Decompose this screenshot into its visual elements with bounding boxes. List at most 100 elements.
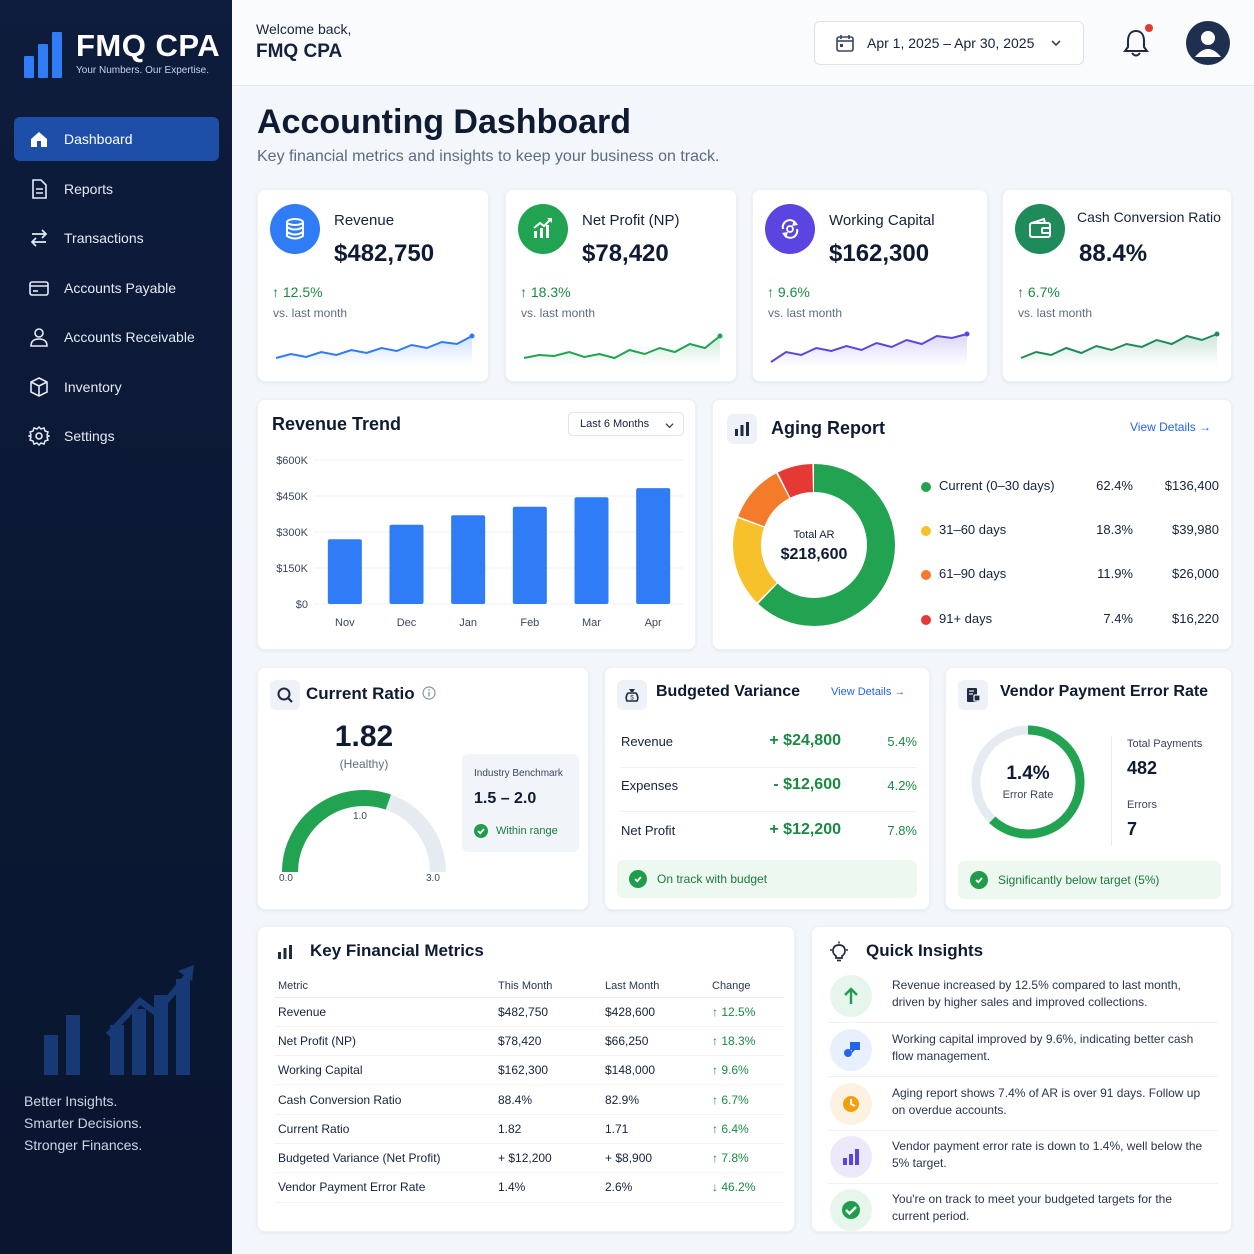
- sidebar-item-reports[interactable]: Reports: [14, 167, 219, 211]
- aging-bucket-amount: $26,000: [1172, 566, 1219, 581]
- metric-name-cell: Cash Conversion Ratio: [274, 1084, 494, 1115]
- notification-badge: [1145, 24, 1153, 32]
- kpi-comparison-label: vs. last month: [273, 306, 348, 320]
- kpi-comparison-label: vs. last month: [521, 306, 596, 320]
- aging-bucket-amount: $39,980: [1172, 522, 1219, 537]
- page-title: Accounting Dashboard: [257, 103, 632, 141]
- calendar-icon: [836, 35, 854, 52]
- brand[interactable]: FMQ CPA Your Numbers. Our Expertise.: [24, 28, 220, 78]
- value-cell: 2.6%: [601, 1172, 708, 1203]
- current-ratio-gauge: [282, 790, 446, 873]
- budget-row: Revenue + $24,800 5.4%: [621, 724, 917, 768]
- column-header: Change: [708, 975, 784, 998]
- date-range-picker[interactable]: Apr 1, 2025 – Apr 30, 2025: [814, 21, 1084, 65]
- insights-title: Quick Insights: [866, 941, 984, 960]
- aging-view-details-link[interactable]: View Details →: [1130, 420, 1211, 434]
- legend-dot: [921, 615, 931, 625]
- link-label: View Details: [1130, 420, 1196, 434]
- insight-text: Revenue increased by 12.5% compared to l…: [892, 978, 1181, 1009]
- bar[interactable]: [389, 524, 424, 604]
- check-icon: [629, 870, 647, 888]
- range-select[interactable]: Last 6 Months: [568, 412, 684, 436]
- bar[interactable]: [574, 497, 609, 604]
- donut-segment[interactable]: [733, 464, 895, 626]
- value-cell: $428,600: [601, 997, 708, 1027]
- user-avatar[interactable]: [1186, 21, 1230, 65]
- kpi-comparison-label: vs. last month: [1018, 306, 1093, 320]
- kpi-comparison-label: vs. last month: [768, 306, 843, 320]
- table-row: Vendor Payment Error Rate 1.4% 2.6% ↓ 46.2%: [274, 1172, 784, 1203]
- kpi-card-net-profit-np[interactable]: Net Profit (NP) $78,420 ↑ 18.3% vs. last mo…: [505, 189, 737, 382]
- kpi-change-value: 9.6%: [777, 284, 810, 300]
- x-tick-label: Mar: [582, 617, 601, 629]
- metrics-icon-box: [270, 937, 300, 967]
- search-chart-icon: [277, 687, 293, 703]
- aging-donut-chart: [733, 464, 895, 626]
- sidebar-item-label: Dashboard: [64, 131, 133, 147]
- value-cell: 82.9%: [601, 1084, 708, 1115]
- bar[interactable]: [636, 488, 671, 604]
- kpi-change-value: 18.3%: [530, 284, 571, 300]
- kpi-label: Revenue: [334, 212, 395, 229]
- sidebar-item-transactions[interactable]: Transactions: [14, 216, 219, 260]
- card-icon: [29, 280, 49, 296]
- kpi-card-working-capital[interactable]: Working Capital $162,300 ↑ 9.6% vs. last mo…: [752, 189, 988, 382]
- sidebar-item-dashboard[interactable]: Dashboard: [14, 117, 219, 161]
- change-cell: ↑ 7.8%: [708, 1143, 784, 1174]
- insight-text: Aging report shows 7.4% of AR is over 91…: [892, 1086, 1201, 1117]
- chevron-down-icon: [1051, 40, 1061, 47]
- gear-icon: [28, 425, 50, 447]
- arrow-up-icon: ↑: [767, 284, 778, 300]
- notification-bell-icon[interactable]: [1122, 28, 1150, 58]
- column-header: This Month: [494, 975, 601, 998]
- trend-up-icon: [533, 218, 552, 238]
- clock-icon: [843, 1096, 859, 1112]
- date-range-value: Apr 1, 2025 – Apr 30, 2025: [867, 35, 1035, 51]
- kpi-label: Working Capital: [829, 212, 935, 229]
- quote-line: Better Insights.: [24, 1093, 118, 1109]
- value-cell: $78,420: [494, 1026, 601, 1057]
- vendor-status-text: Significantly below target (5%): [998, 873, 1160, 887]
- x-tick-label: Feb: [520, 617, 539, 629]
- metric-name-cell: Vendor Payment Error Rate: [274, 1172, 494, 1203]
- kpi-card-cash-conversion-ratio[interactable]: Cash Conversion Ratio 88.4% ↑ 6.7% vs. last…: [1002, 189, 1232, 382]
- kpi-change: ↑ 6.7%: [1017, 284, 1060, 300]
- kpi-change: ↑ 18.3%: [520, 284, 571, 300]
- sidebar-item-inventory[interactable]: Inventory: [14, 365, 219, 409]
- aging-bucket-percent: 18.3%: [1096, 522, 1133, 537]
- aging-bucket-percent: 7.4%: [1103, 611, 1133, 626]
- y-tick-label: $150K: [276, 563, 308, 575]
- aging-bucket-label: 91+ days: [939, 611, 993, 626]
- insight-item: Working capital improved by 9.6%, indica…: [828, 1023, 1218, 1077]
- insight-icon-badge: [830, 1029, 872, 1071]
- y-tick-label: $600K: [276, 455, 308, 467]
- aging-row: Current (0–30 days) 62.4% $136,400: [921, 478, 1219, 496]
- bar[interactable]: [327, 539, 362, 604]
- check-icon: [474, 824, 488, 838]
- aging-bucket-label: Current (0–30 days): [939, 478, 1055, 493]
- brand-logo-icon: [24, 28, 66, 78]
- bar[interactable]: [512, 506, 547, 604]
- sidebar-item-settings[interactable]: Settings: [14, 414, 219, 458]
- aging-icon-box: [727, 414, 757, 444]
- donut-segment[interactable]: [733, 464, 895, 626]
- change-cell: ↑ 12.5%: [708, 997, 784, 1027]
- vendor-error-card: Vendor Payment Error Rate 1.4% Error Rat…: [945, 667, 1232, 910]
- benchmark-label: Industry Benchmark: [474, 768, 563, 779]
- sidebar: FMQ CPA Your Numbers. Our Expertise. Das…: [0, 0, 232, 1254]
- document-icon: [32, 178, 47, 199]
- x-tick-label: Jan: [459, 617, 477, 629]
- bar[interactable]: [451, 515, 486, 604]
- budget-view-details-link[interactable]: View Details →: [831, 686, 905, 698]
- arrow-up-icon: [844, 987, 858, 1004]
- value-cell: $482,750: [494, 997, 601, 1027]
- sidebar-item-accounts-payable[interactable]: Accounts Payable: [14, 266, 219, 310]
- kpi-label: Cash Conversion Ratio: [1077, 209, 1221, 225]
- aging-title: Aging Report: [771, 418, 885, 438]
- insight-text: Vendor payment error rate is down to 1.4…: [892, 1139, 1203, 1170]
- sidebar-item-accounts-receivable[interactable]: Accounts Receivable: [14, 315, 219, 359]
- value-cell: 1.71: [601, 1114, 708, 1144]
- info-icon[interactable]: [422, 686, 436, 700]
- budget-row-label: Expenses: [621, 778, 679, 793]
- kpi-card-revenue[interactable]: Revenue $482,750 ↑ 12.5% vs. last month: [257, 189, 489, 382]
